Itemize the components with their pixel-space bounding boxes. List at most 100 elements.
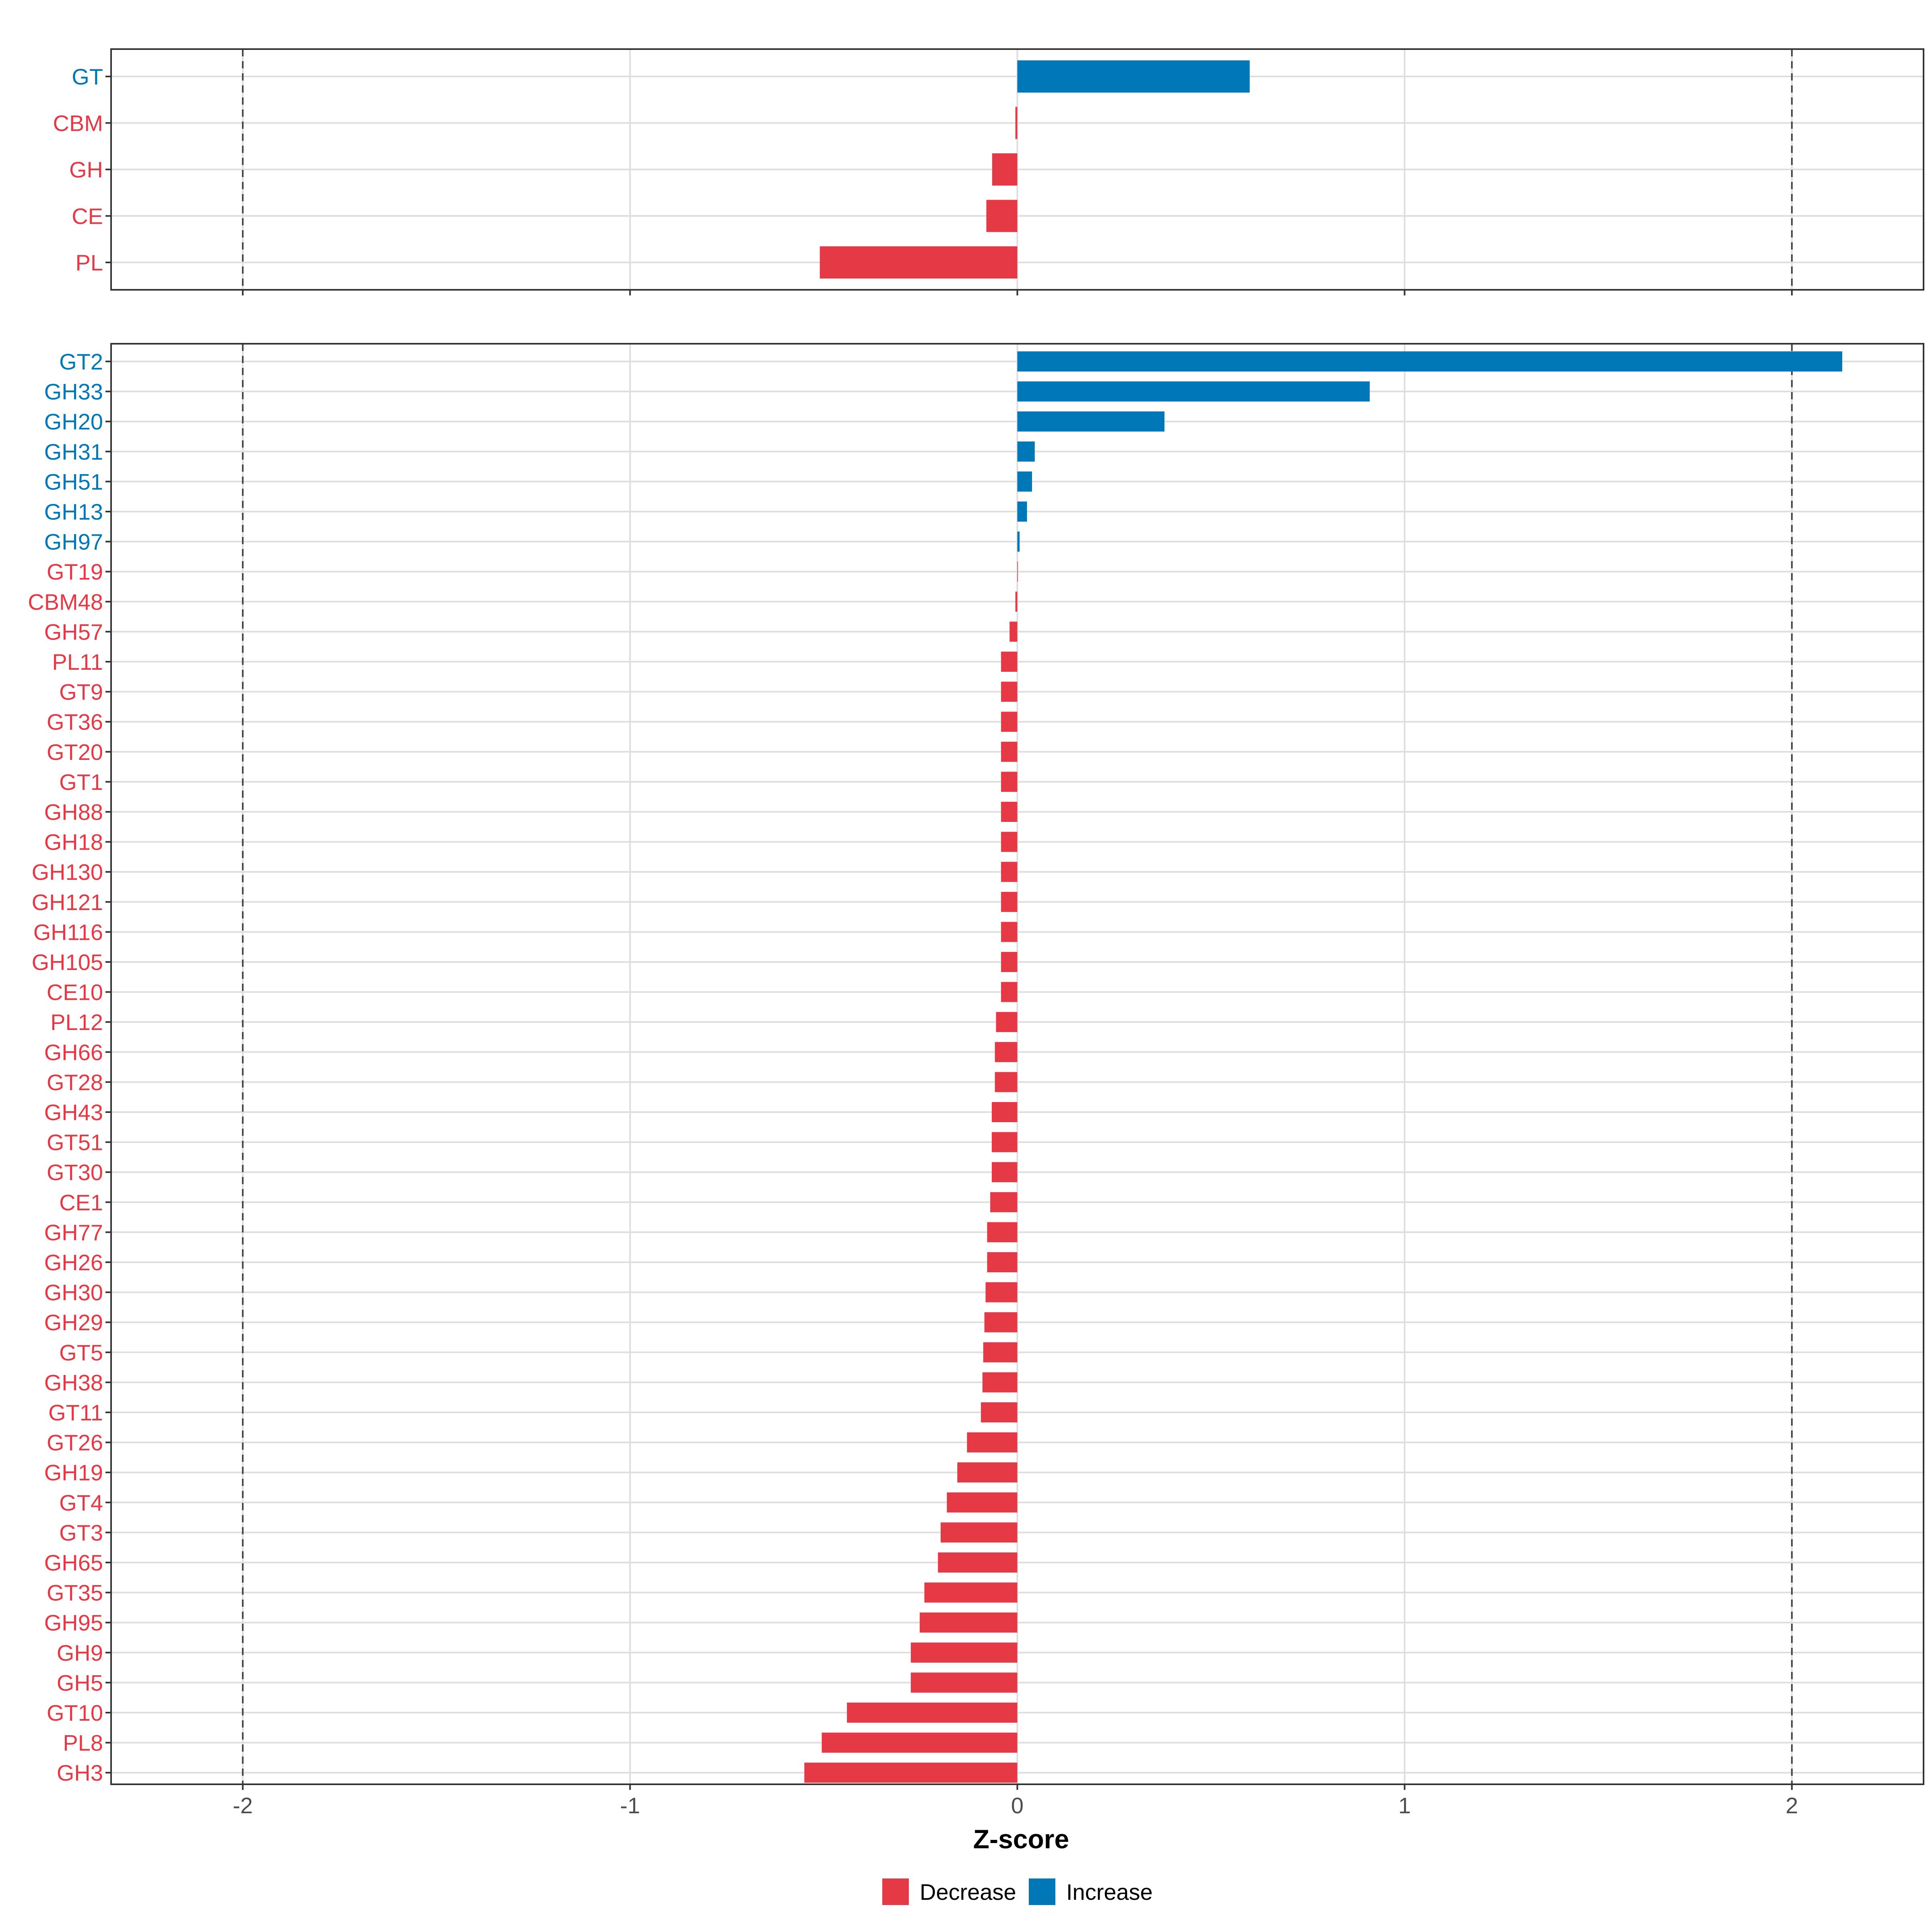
bar-gt9 [1001, 681, 1018, 702]
bar-gh38 [982, 1372, 1018, 1393]
bar-gh97 [1017, 531, 1020, 552]
bar-gh57 [1009, 621, 1018, 642]
category-label: CE [72, 204, 103, 229]
bar-gh65 [938, 1552, 1018, 1573]
x-tick-label: 2 [1785, 1793, 1798, 1818]
bar-gt5 [983, 1342, 1018, 1362]
category-label: GH38 [44, 1370, 103, 1395]
category-label: GH105 [32, 949, 103, 975]
category-label: CBM [53, 111, 103, 136]
bar-cbm48 [1015, 591, 1018, 612]
category-label: GH33 [44, 379, 103, 405]
panel-border [110, 343, 1924, 1785]
bar-gh [992, 153, 1018, 186]
category-label: GT4 [59, 1490, 103, 1515]
legend-key-decrease [882, 1878, 909, 1905]
bar-gh33 [1017, 381, 1370, 402]
bar-gh18 [1001, 832, 1018, 852]
category-label: GH29 [44, 1310, 103, 1335]
category-label: GT20 [47, 739, 103, 765]
category-label: GH51 [44, 469, 103, 494]
category-label: GH13 [44, 499, 103, 524]
bar-gh66 [995, 1042, 1018, 1062]
bar-gt10 [847, 1703, 1018, 1723]
bar-gh105 [1001, 952, 1018, 972]
category-label: GH97 [44, 529, 103, 555]
bar-gh29 [984, 1312, 1018, 1333]
bar-gt20 [1001, 741, 1018, 762]
category-label: GT9 [59, 679, 103, 705]
category-label: GT35 [47, 1580, 103, 1606]
category-label: GT19 [47, 559, 103, 584]
category-label: CE10 [47, 980, 103, 1005]
category-label: GH [69, 157, 103, 182]
x-axis: -2 -1 0 1 2 [233, 1793, 1798, 1818]
category-label: GT36 [47, 709, 103, 735]
category-label: GH9 [57, 1640, 103, 1666]
category-label: CBM48 [28, 589, 103, 615]
bar-gh121 [1001, 892, 1018, 912]
category-label: GT26 [47, 1430, 103, 1455]
bar-gt3 [940, 1522, 1018, 1543]
bar-gt35 [924, 1582, 1018, 1603]
bar-cbm [1015, 107, 1018, 139]
category-label: GH19 [44, 1460, 103, 1485]
bar-ce1 [990, 1192, 1018, 1212]
category-label: GT10 [47, 1700, 103, 1726]
category-label: GH116 [33, 919, 103, 945]
category-label: GH20 [44, 409, 103, 434]
category-label: GH43 [44, 1100, 103, 1125]
category-label: GT5 [59, 1340, 103, 1365]
bar-gt11 [981, 1402, 1018, 1422]
category-label: PL8 [63, 1730, 103, 1756]
category-label: GH5 [57, 1670, 103, 1695]
legend-label-decrease: Decrease [920, 1879, 1016, 1905]
x-tick-label: -1 [620, 1793, 640, 1818]
x-tick-label: -2 [233, 1793, 253, 1818]
bar-gh130 [1001, 862, 1018, 882]
bar-pl11 [1001, 652, 1018, 672]
category-label: GT2 [59, 349, 103, 374]
bar-gh20 [1017, 411, 1165, 432]
bar-gt [1017, 60, 1250, 93]
bar-gh43 [991, 1102, 1018, 1122]
bar-gh19 [957, 1462, 1018, 1483]
bar-gh5 [910, 1672, 1018, 1693]
category-label: GH65 [44, 1550, 103, 1575]
bar-gh95 [920, 1612, 1018, 1633]
category-label: GH31 [44, 439, 103, 464]
bar-gh116 [1001, 922, 1018, 942]
bar-gh9 [910, 1642, 1018, 1663]
category-label: PL [76, 250, 103, 275]
bar-gh3 [804, 1763, 1018, 1783]
legend-label-increase: Increase [1066, 1879, 1153, 1905]
category-label: GH3 [57, 1760, 103, 1785]
category-label: GH18 [44, 830, 103, 855]
category-label: GH66 [44, 1040, 103, 1065]
legend-key-increase [1029, 1878, 1055, 1905]
legend: Decrease Increase [882, 1878, 1153, 1905]
category-label: GH77 [44, 1220, 103, 1245]
category-label: GT [72, 64, 103, 89]
category-label: GH30 [44, 1280, 103, 1305]
bar-gh77 [987, 1222, 1018, 1243]
bar-gt1 [1001, 772, 1018, 792]
category-label: GT1 [59, 769, 103, 795]
bar-ce [986, 200, 1018, 232]
bar-ce10 [1001, 982, 1018, 1002]
panel-border [110, 48, 1924, 291]
category-label: GH121 [32, 890, 103, 915]
category-label: GT3 [59, 1520, 103, 1545]
category-label: PL11 [52, 649, 103, 675]
category-label: CE1 [59, 1190, 103, 1215]
bar-gh88 [1001, 802, 1018, 822]
top-panel-class-level: GT CBM GH CE PL [53, 48, 1924, 295]
category-label: GH57 [44, 619, 103, 644]
bar-gh13 [1017, 502, 1027, 522]
bar-pl8 [822, 1732, 1018, 1753]
bar-pl [819, 246, 1018, 279]
bar-gh31 [1017, 441, 1035, 462]
bar-gh26 [987, 1252, 1018, 1272]
category-label: GH88 [44, 799, 103, 825]
